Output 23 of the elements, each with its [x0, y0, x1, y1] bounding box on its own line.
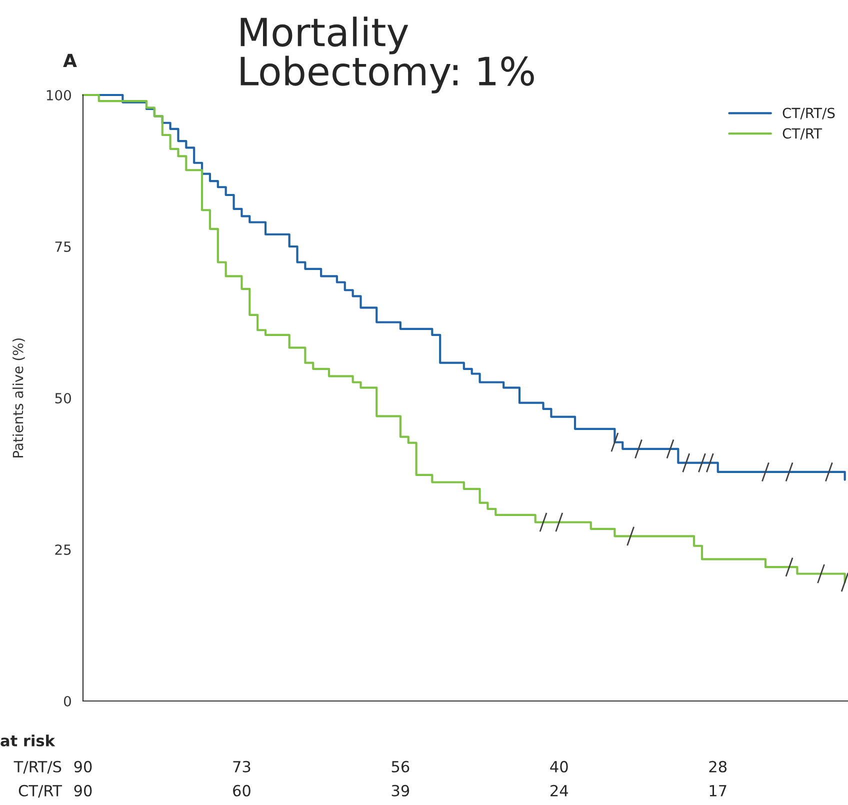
y-tick-label: 75 [55, 242, 71, 252]
legend-label: CT/RT [782, 128, 822, 140]
text: 40 [550, 760, 568, 772]
y-tick-label: 25 [55, 544, 71, 555]
text: T/RT/S [14, 760, 62, 774]
legend-label: CT/RT/S [782, 108, 835, 120]
y-tick-label: 100 [46, 90, 71, 100]
y-axis-title: Patients alive (%) [12, 338, 25, 458]
text: CT/RT [18, 784, 62, 798]
text: 17 [710, 785, 726, 796]
text: 24 [550, 784, 568, 796]
text: A [63, 54, 77, 67]
text: 39 [392, 784, 410, 796]
text: 60 [233, 784, 250, 796]
text: 90 [74, 760, 92, 772]
text: 73 [233, 760, 250, 772]
text: at risk [0, 734, 56, 746]
text: 56 [392, 760, 410, 772]
text: 28 [709, 760, 727, 772]
y-tick-label: 50 [55, 392, 71, 404]
text: 90 [74, 784, 92, 796]
y-tick-label: 0 [64, 696, 71, 706]
chart-title: Mortality Lobectomy: 1% [240, 16, 534, 94]
